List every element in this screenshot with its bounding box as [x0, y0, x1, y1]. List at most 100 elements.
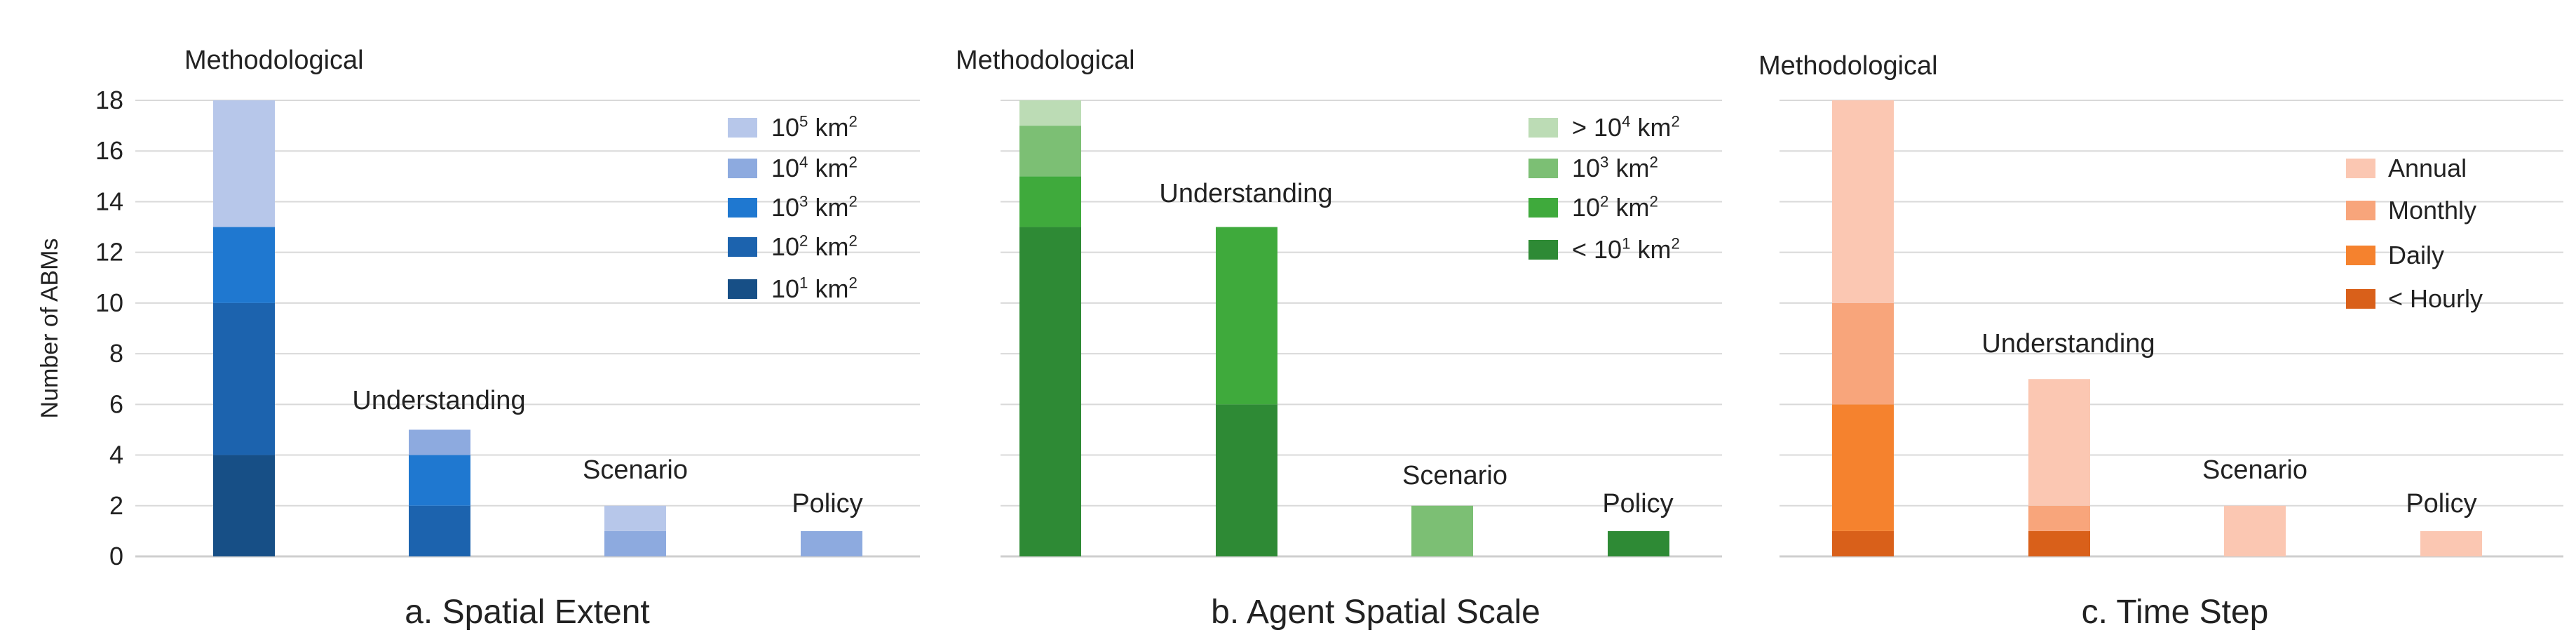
chart-title: a. Spatial Extent	[405, 594, 650, 631]
legend-swatch	[1528, 159, 1558, 178]
category-label-scenario: Scenario	[583, 455, 688, 485]
bar-methodological-segment	[1019, 227, 1081, 556]
y-tick-label: 12	[95, 238, 123, 267]
legend-text-part: 10	[1572, 193, 1600, 222]
legend-label: Daily	[2388, 241, 2444, 269]
y-tick-label: 0	[109, 542, 123, 570]
legend-text-part: 3	[799, 192, 808, 210]
legend-text-part: Annual	[2388, 154, 2467, 182]
y-tick-label: 2	[109, 491, 123, 520]
bar-understanding-segment	[1216, 227, 1277, 405]
bar-methodological-segment	[1832, 530, 1894, 556]
legend-text-part: 1	[799, 274, 808, 291]
legend-label: 102 km2	[771, 232, 857, 261]
bar-understanding-segment	[2028, 379, 2090, 506]
legend-text-part: 2	[848, 232, 857, 249]
bar-methodological-segment	[213, 302, 275, 455]
category-label-scenario: Scenario	[2202, 455, 2307, 485]
legend-label: 103 km2	[1572, 153, 1658, 182]
legend-text-part: km	[1608, 154, 1649, 182]
legend-label: Monthly	[2388, 196, 2476, 225]
legend-text-part: 2	[799, 232, 808, 249]
legend-label: < Hourly	[2388, 284, 2483, 313]
legend-text-part: 10	[1572, 154, 1600, 182]
legend-swatch	[728, 118, 757, 138]
legend-item: 102 km2	[728, 232, 857, 261]
bar-methodological-segment	[1019, 100, 1081, 126]
legend-text-part: 2	[848, 112, 857, 130]
legend-text-part: 2	[848, 192, 857, 210]
legend-text-part: km	[1608, 193, 1649, 222]
legend-text-part: < 10	[1572, 235, 1622, 264]
y-tick-label: 10	[95, 288, 123, 317]
legend-item: 102 km2	[1528, 192, 1658, 222]
legend-text-part: < Hourly	[2388, 284, 2483, 313]
y-tick-label: 16	[95, 136, 123, 165]
legend-text-part: 10	[771, 274, 799, 303]
category-label-policy: Policy	[2406, 489, 2476, 519]
legend-swatch	[2346, 201, 2375, 220]
legend-text-part: km	[808, 232, 848, 261]
legend-text-part: 2	[1649, 192, 1658, 210]
legend-text-part: 2	[848, 153, 857, 170]
chart-panel-2: Methodological Understanding Scenario Polic…	[956, 46, 1722, 631]
legend-text-part: km	[1631, 235, 1672, 264]
category-label-methodological: Methodological	[184, 46, 364, 75]
legend-label: 104 km2	[771, 153, 857, 182]
legend-item: 103 km2	[1528, 153, 1658, 182]
legend: Annual Monthly Daily < Hourly	[2346, 154, 2483, 313]
legend-item: 105 km2	[728, 112, 857, 142]
y-tick-label: 6	[109, 389, 123, 418]
legend-item: < 101 km2	[1528, 234, 1680, 264]
bar-methodological-segment	[1832, 100, 1894, 303]
legend-text-part: 2	[1672, 112, 1680, 130]
category-label-understanding: Understanding	[1159, 179, 1332, 208]
y-tick-label: 18	[95, 86, 123, 114]
legend-text-part: 2	[1649, 153, 1658, 170]
chart-title: b. Agent Spatial Scale	[1211, 594, 1540, 631]
legend-text-part: 10	[771, 193, 799, 222]
bar-understanding-segment	[2028, 505, 2090, 531]
chart-title: c. Time Step	[2082, 594, 2269, 631]
legend-swatch	[728, 159, 757, 178]
bar-methodological-segment	[1019, 126, 1081, 177]
legend-text-part: 2	[848, 274, 857, 291]
bar-understanding-segment	[409, 455, 470, 506]
bar-methodological-segment	[213, 227, 275, 303]
y-tick-label: 8	[109, 339, 123, 368]
legend-swatch	[1528, 118, 1558, 138]
y-tick-label: 14	[95, 187, 123, 215]
category-label-policy: Policy	[1602, 489, 1673, 519]
legend-item: Annual	[2346, 154, 2467, 182]
legend-swatch	[1528, 198, 1558, 218]
legend-item: < Hourly	[2346, 284, 2483, 313]
legend-text-part: km	[808, 193, 848, 222]
legend-text-part: 10	[771, 113, 799, 142]
y-tick-label: 4	[109, 441, 123, 469]
legend-swatch	[728, 279, 757, 299]
legend-item: > 104 km2	[1528, 112, 1680, 142]
legend-text-part: Daily	[2388, 241, 2444, 269]
bar-methodological-segment	[1832, 404, 1894, 531]
legend-item: Monthly	[2346, 196, 2476, 225]
legend-label: Annual	[2388, 154, 2467, 182]
legend-item: 101 km2	[728, 274, 857, 303]
bar-understanding-segment	[2028, 530, 2090, 556]
legend-text-part: 3	[1600, 153, 1608, 170]
bar-understanding-segment	[409, 505, 470, 556]
bar-policy-segment	[1608, 530, 1669, 556]
legend-swatch	[728, 198, 757, 218]
legend-text-part: km	[808, 113, 848, 142]
chart-panel-1: 024681012141618MethodologicalUnderstandi…	[95, 46, 920, 631]
bar-scenario-segment	[1411, 505, 1473, 556]
legend-text-part: km	[808, 274, 848, 303]
chart-panel-3: Methodological Understanding Scenario Polic…	[1758, 51, 2563, 631]
legend-swatch	[1528, 240, 1558, 260]
bar-methodological-segment	[213, 100, 275, 227]
legend-text-part: Monthly	[2388, 196, 2476, 225]
legend-label: 102 km2	[1572, 192, 1658, 222]
y-axis-label: Number of ABMs	[36, 239, 63, 419]
